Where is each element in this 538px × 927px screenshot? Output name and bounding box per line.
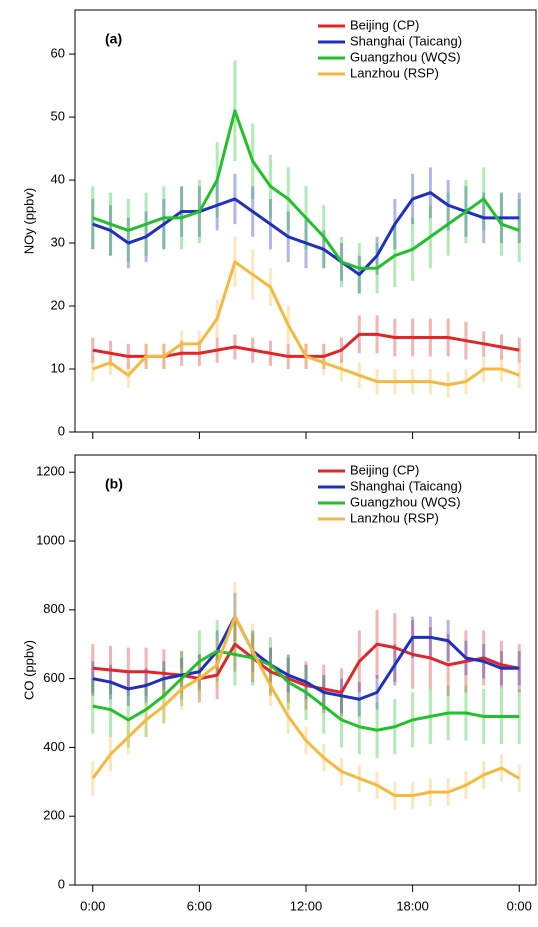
series-line bbox=[92, 191, 520, 277]
x-tick-label: 0:00 bbox=[507, 898, 532, 913]
series-line bbox=[91, 615, 520, 798]
series-line bbox=[92, 615, 520, 701]
y-axis-label: CO (ppbv) bbox=[21, 640, 36, 700]
y-tick-label: 800 bbox=[43, 601, 65, 616]
series-line bbox=[92, 649, 520, 732]
panel-label: (a) bbox=[105, 31, 122, 47]
legend-label: Guangzhou (WQS) bbox=[350, 49, 461, 64]
x-tick-label: 0:00 bbox=[80, 898, 105, 913]
legend-label: Lanzhou (RSP) bbox=[350, 65, 439, 80]
y-tick-label: 200 bbox=[43, 808, 65, 823]
y-tick-label: 0 bbox=[58, 876, 65, 891]
y-tick-label: 400 bbox=[43, 739, 65, 754]
y-tick-label: 1000 bbox=[36, 532, 65, 547]
series-line bbox=[92, 642, 520, 694]
y-tick-label: 1200 bbox=[36, 464, 65, 479]
y-tick-label: 60 bbox=[51, 46, 65, 61]
series-line bbox=[92, 109, 520, 270]
panel-label: (b) bbox=[105, 476, 123, 492]
legend-label: Guangzhou (WQS) bbox=[350, 494, 461, 509]
series-line bbox=[92, 260, 520, 387]
legend-label: Beijing (CP) bbox=[350, 462, 419, 477]
legend-label: Lanzhou (RSP) bbox=[350, 510, 439, 525]
y-tick-label: 30 bbox=[51, 234, 65, 249]
x-tick-label: 6:00 bbox=[187, 898, 212, 913]
y-tick-label: 40 bbox=[51, 171, 65, 186]
y-axis-label: NOy (ppbv) bbox=[21, 188, 36, 254]
y-tick-label: 20 bbox=[51, 297, 65, 312]
x-tick-label: 12:00 bbox=[290, 898, 323, 913]
y-tick-label: 600 bbox=[43, 670, 65, 685]
legend-label: Shanghai (Taicang) bbox=[350, 478, 462, 493]
y-tick-label: 10 bbox=[51, 360, 65, 375]
legend-label: Shanghai (Taicang) bbox=[350, 33, 462, 48]
y-tick-label: 50 bbox=[51, 109, 65, 124]
legend-label: Beijing (CP) bbox=[350, 17, 419, 32]
x-tick-label: 18:00 bbox=[396, 898, 429, 913]
y-tick-label: 0 bbox=[58, 423, 65, 438]
